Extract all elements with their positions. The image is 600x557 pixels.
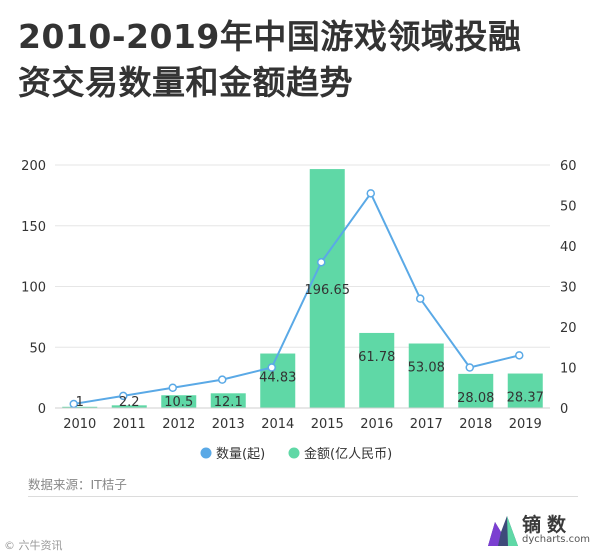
line-point [168, 383, 177, 392]
bar [62, 406, 98, 408]
y-right-tick-label: 50 [560, 200, 577, 215]
bar [111, 405, 147, 408]
legend-label-amount: 金额(亿人民币) [304, 446, 392, 462]
brand-url: dycharts.com [522, 534, 591, 545]
brand-name: 镝数 [522, 514, 573, 536]
x-tick-label: 2010 [63, 417, 96, 432]
axis-layer: 0 50 100 150 200 0 10 20 30 40 50 60 2010 2011 2012 201… [21, 159, 576, 432]
bar-data-label: 196.65 [305, 283, 351, 298]
legend-swatch-count [200, 447, 212, 459]
x-tick-label: 2018 [459, 417, 492, 432]
legend-swatch-amount [288, 447, 300, 459]
bar [507, 373, 543, 408]
x-tick-label: 2014 [261, 417, 294, 432]
bar [408, 343, 444, 408]
logo-icon [488, 516, 518, 546]
y-right-tick-label: 10 [560, 362, 577, 377]
bar-data-label: 53.08 [408, 361, 445, 376]
y-right-tick-label: 60 [560, 159, 577, 174]
y-left-tick-label: 100 [21, 281, 46, 296]
bar-data-label: 2.2 [119, 395, 140, 410]
x-tick-label: 2012 [162, 417, 195, 432]
y-right-tick-label: 0 [560, 402, 568, 417]
y-right-tick-label: 40 [560, 240, 577, 255]
bar-data-label: 28.37 [507, 391, 544, 406]
bar-data-label: 1 [76, 395, 84, 410]
line-point [366, 189, 375, 198]
bar [359, 332, 395, 408]
line-point [416, 294, 425, 303]
line-point [515, 351, 524, 360]
brand-logo: 镝数 dycharts.com [486, 508, 590, 550]
line-series [73, 191, 520, 405]
x-tick-label: 2015 [311, 417, 344, 432]
x-tick-label: 2011 [113, 417, 146, 432]
line-point [267, 363, 276, 372]
bar [458, 373, 494, 408]
bar [309, 169, 345, 408]
label-layer: 1 2.2 10.5 12.1 44.83 196.65 61.78 53.08 28.08 28… [76, 283, 544, 410]
bar [210, 393, 246, 408]
x-tick-label: 2019 [509, 417, 542, 432]
y-right-tick-label: 30 [560, 281, 577, 296]
legend-item-count: 数量(起) [200, 447, 265, 462]
line-point [218, 375, 227, 384]
bar [260, 353, 296, 408]
corner-watermark: © 六牛资讯 [4, 539, 63, 552]
grid-layer [55, 164, 550, 348]
line-point [119, 391, 128, 401]
combo-chart: 1 2.2 10.5 12.1 44.83 196.65 61.78 53.08 28.08 28… [21, 159, 576, 462]
x-tick-label: 2017 [410, 417, 443, 432]
bar-layer [62, 169, 543, 408]
y-left-tick-label: 0 [38, 402, 46, 417]
legend-label-count: 数量(起) [216, 447, 265, 462]
x-tick-label: 2016 [360, 417, 393, 432]
title-line-1: 2010-2019年中国游戏领域投融 [18, 17, 522, 56]
bar-data-label: 10.5 [164, 395, 193, 410]
y-right-tick-label: 20 [560, 321, 577, 336]
y-left-tick-label: 150 [21, 220, 46, 235]
line-point [317, 257, 326, 267]
bar [161, 395, 197, 408]
bar-data-label: 12.1 [214, 395, 243, 410]
title-line-2: 资交易数量和金额趋势 [18, 63, 353, 102]
legend-item-amount: 金额(亿人民币) [288, 446, 392, 462]
bar-data-label: 61.78 [358, 350, 395, 365]
line-layer [69, 189, 524, 409]
x-tick-label: 2013 [212, 417, 245, 432]
source-note: 数据来源：IT桔子 [28, 477, 127, 492]
legend[interactable]: 数量(起) 金额(亿人民币) [200, 446, 393, 462]
chart-title: 2010-2019年中国游戏领域投融 资交易数量和金额趋势 [18, 14, 578, 106]
line-point [69, 399, 78, 409]
bar-data-label: 28.08 [457, 391, 494, 406]
bar-data-label: 44.83 [259, 371, 296, 386]
line-point [465, 363, 474, 372]
footer-divider [28, 496, 578, 497]
y-left-tick-label: 50 [29, 341, 46, 356]
y-left-tick-label: 200 [21, 159, 46, 174]
